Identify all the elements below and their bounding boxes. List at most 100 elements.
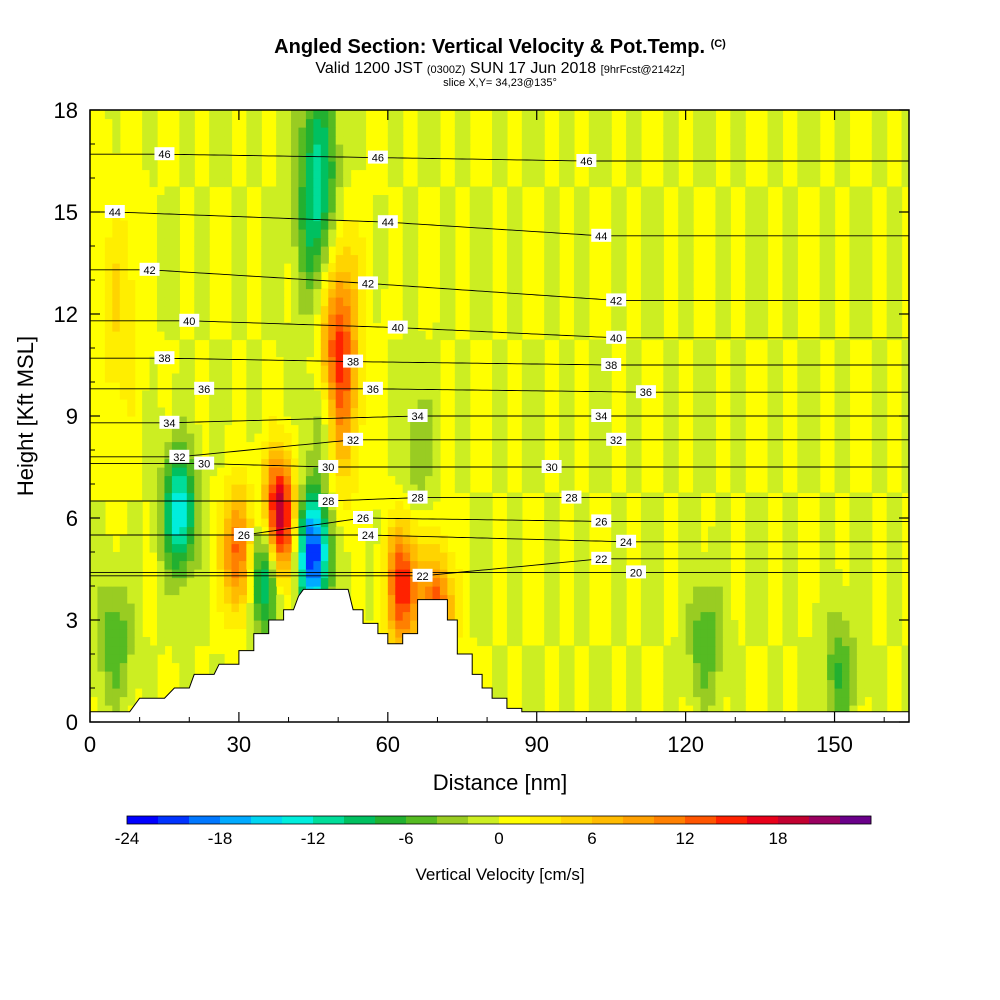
velocity-cell [663,662,672,672]
velocity-cell [320,450,329,460]
velocity-cell [901,475,909,485]
velocity-cell [678,288,687,298]
velocity-cell [186,450,195,460]
velocity-cell [789,271,798,281]
velocity-cell [752,314,761,324]
velocity-cell [849,501,858,511]
velocity-cell [484,314,493,324]
velocity-cell [856,696,865,706]
velocity-cell [573,586,582,596]
velocity-cell [276,603,285,613]
velocity-cell [551,186,560,196]
velocity-cell [112,297,121,307]
velocity-cell [864,586,873,596]
velocity-cell [767,433,776,443]
velocity-cell [104,373,113,383]
velocity-cell [432,339,441,349]
velocity-cell [648,535,657,545]
velocity-cell [477,203,486,213]
velocity-cell [648,526,657,536]
velocity-cell [477,314,486,324]
velocity-cell [879,144,888,154]
velocity-cell [201,637,210,647]
velocity-cell [462,365,471,375]
velocity-cell [112,314,121,324]
velocity-cell [343,110,352,120]
velocity-cell [529,654,538,664]
velocity-cell [499,645,508,655]
velocity-cell [477,526,486,536]
velocity-cell [335,348,344,358]
velocity-cell [819,518,828,528]
velocity-cell [715,509,724,519]
velocity-cell [320,518,329,528]
velocity-cell [97,569,106,579]
velocity-cell [492,671,501,681]
velocity-cell [730,110,739,120]
velocity-cell [551,263,560,273]
velocity-cell [380,543,389,553]
velocity-cell [328,280,337,290]
velocity-cell [313,135,322,145]
chart-title: Angled Section: Vertical Velocity & Pot.… [0,36,1000,59]
velocity-cell [127,390,136,400]
velocity-cell [328,271,337,281]
velocity-cell [737,424,746,434]
velocity-cell [313,569,322,579]
velocity-cell [112,654,121,664]
velocity-cell [693,662,702,672]
theta-label-box [387,320,408,334]
velocity-cell [276,314,285,324]
velocity-cell [894,526,903,536]
velocity-cell [276,110,285,120]
velocity-cell [529,450,538,460]
velocity-cell [201,569,210,579]
velocity-cell [417,467,426,477]
velocity-cell [633,679,642,689]
velocity-cell [864,552,873,562]
velocity-cell [663,645,672,655]
velocity-cell [432,416,441,426]
velocity-cell [179,645,188,655]
velocity-cell [201,628,210,638]
velocity-cell [566,467,575,477]
velocity-cell [871,339,880,349]
velocity-cell [730,178,739,188]
velocity-cell [209,144,218,154]
velocity-cell [343,492,352,502]
velocity-cell [722,586,731,596]
velocity-cell [700,603,709,613]
velocity-cell [358,288,367,298]
velocity-cell [767,178,776,188]
velocity-cell [97,526,106,536]
velocity-cell [551,543,560,553]
velocity-cell [596,178,605,188]
velocity-cell [231,280,240,290]
velocity-cell [484,501,493,511]
velocity-cell [879,671,888,681]
theta-label: 30 [198,459,210,471]
velocity-cell [566,110,575,120]
velocity-cell [841,467,851,477]
velocity-cell [611,314,620,324]
velocity-cell [618,237,627,247]
velocity-cell [127,305,136,315]
velocity-cell [112,356,121,366]
velocity-cell [678,654,687,664]
velocity-cell [834,611,843,621]
velocity-cell [343,263,352,273]
velocity-cell [789,229,798,239]
velocity-cell [462,356,471,366]
velocity-cell [573,297,582,307]
velocity-cell [358,331,367,341]
velocity-cell [320,186,329,196]
velocity-cell [834,365,843,375]
velocity-cell [358,161,367,171]
velocity-cell [157,203,166,213]
velocity-cell [328,577,337,587]
velocity-cell [320,212,329,222]
velocity-cell [119,552,128,562]
velocity-cell [655,586,664,596]
velocity-cell [685,509,694,519]
velocity-cell [238,501,247,511]
